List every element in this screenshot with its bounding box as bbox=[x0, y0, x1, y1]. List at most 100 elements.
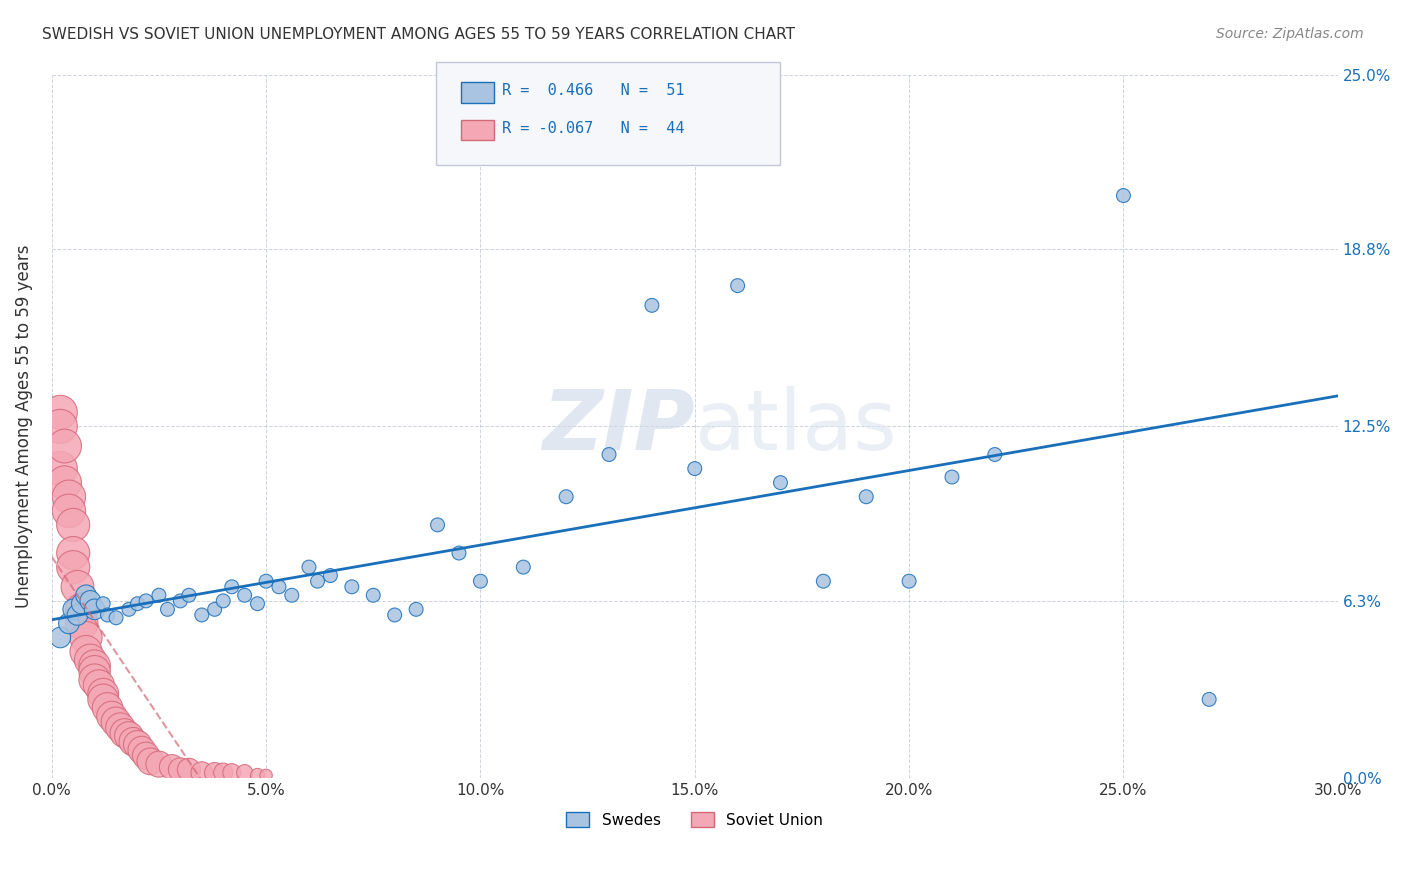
Point bbox=[131, 743, 153, 757]
Point bbox=[83, 658, 105, 673]
Text: Source: ZipAtlas.com: Source: ZipAtlas.com bbox=[1216, 27, 1364, 41]
Point bbox=[110, 721, 132, 735]
Point bbox=[254, 574, 277, 589]
Point bbox=[62, 560, 84, 574]
Point bbox=[254, 768, 277, 782]
Point bbox=[105, 714, 128, 729]
Point bbox=[127, 597, 149, 611]
Point bbox=[83, 602, 105, 616]
Point bbox=[298, 560, 321, 574]
Point bbox=[49, 461, 72, 475]
Point bbox=[984, 448, 1007, 462]
Text: SWEDISH VS SOVIET UNION UNEMPLOYMENT AMONG AGES 55 TO 59 YEARS CORRELATION CHART: SWEDISH VS SOVIET UNION UNEMPLOYMENT AMO… bbox=[42, 27, 796, 42]
Point bbox=[512, 560, 534, 574]
Point bbox=[75, 631, 97, 645]
Point bbox=[855, 490, 877, 504]
Point bbox=[70, 602, 93, 616]
Point bbox=[79, 653, 101, 667]
Point bbox=[598, 448, 620, 462]
Point bbox=[148, 588, 170, 602]
Point bbox=[1198, 692, 1220, 706]
Point bbox=[118, 729, 141, 743]
Point bbox=[555, 490, 578, 504]
Legend: Swedes, Soviet Union: Swedes, Soviet Union bbox=[561, 805, 830, 834]
Point bbox=[58, 490, 80, 504]
Point bbox=[62, 517, 84, 532]
Point bbox=[221, 765, 243, 780]
Point bbox=[204, 765, 226, 780]
Point bbox=[233, 765, 256, 780]
Point bbox=[96, 607, 118, 622]
Point bbox=[233, 588, 256, 602]
Point bbox=[941, 470, 963, 484]
Point bbox=[75, 644, 97, 658]
Point bbox=[91, 692, 114, 706]
Point bbox=[83, 673, 105, 687]
Point bbox=[307, 574, 329, 589]
Point bbox=[204, 602, 226, 616]
Point bbox=[139, 755, 162, 769]
Point bbox=[813, 574, 835, 589]
Point bbox=[135, 594, 157, 608]
Point bbox=[191, 607, 214, 622]
Point bbox=[53, 475, 76, 490]
Point bbox=[426, 517, 449, 532]
Point bbox=[405, 602, 427, 616]
Point bbox=[70, 597, 93, 611]
Point bbox=[127, 738, 149, 752]
Point bbox=[122, 734, 145, 748]
Point bbox=[79, 594, 101, 608]
Point bbox=[727, 278, 749, 293]
Point bbox=[898, 574, 921, 589]
Point bbox=[148, 757, 170, 772]
Text: atlas: atlas bbox=[695, 386, 897, 467]
Point bbox=[135, 748, 157, 763]
Point bbox=[160, 760, 183, 774]
Point bbox=[91, 597, 114, 611]
Point bbox=[221, 580, 243, 594]
Point bbox=[384, 607, 406, 622]
Point bbox=[340, 580, 363, 594]
Point bbox=[169, 594, 191, 608]
Text: ZIP: ZIP bbox=[543, 386, 695, 467]
Point bbox=[1112, 188, 1135, 202]
Point bbox=[87, 678, 110, 692]
Point bbox=[96, 701, 118, 715]
Point bbox=[118, 602, 141, 616]
Point bbox=[70, 616, 93, 631]
Point bbox=[470, 574, 492, 589]
Point bbox=[100, 709, 122, 723]
Point bbox=[246, 768, 269, 782]
Point bbox=[191, 765, 214, 780]
Point bbox=[62, 546, 84, 560]
Point bbox=[58, 504, 80, 518]
Point bbox=[212, 594, 235, 608]
Point bbox=[683, 461, 706, 475]
Point bbox=[58, 616, 80, 631]
Point bbox=[49, 631, 72, 645]
Point bbox=[75, 588, 97, 602]
Point bbox=[66, 607, 89, 622]
Point bbox=[49, 405, 72, 419]
Point bbox=[212, 765, 235, 780]
Point bbox=[641, 298, 664, 312]
Point bbox=[246, 597, 269, 611]
Text: R = -0.067   N =  44: R = -0.067 N = 44 bbox=[502, 121, 685, 136]
Point bbox=[53, 439, 76, 453]
Point bbox=[49, 419, 72, 434]
Point bbox=[447, 546, 470, 560]
Point bbox=[66, 580, 89, 594]
Point bbox=[177, 588, 200, 602]
Point bbox=[91, 687, 114, 701]
Point bbox=[62, 602, 84, 616]
Point bbox=[105, 611, 128, 625]
Point bbox=[177, 763, 200, 777]
Point bbox=[267, 580, 290, 594]
Text: R =  0.466   N =  51: R = 0.466 N = 51 bbox=[502, 84, 685, 98]
Point bbox=[114, 726, 136, 740]
Point bbox=[83, 665, 105, 679]
Point bbox=[156, 602, 179, 616]
Point bbox=[169, 763, 191, 777]
Point bbox=[769, 475, 792, 490]
Point bbox=[361, 588, 384, 602]
